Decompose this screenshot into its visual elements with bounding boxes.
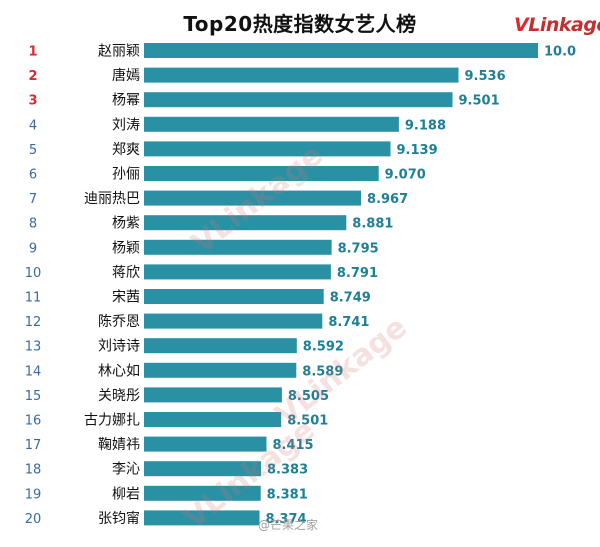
- rank-label: 5: [29, 143, 37, 158]
- value-label: 9.139: [397, 143, 438, 158]
- value-label: 8.791: [337, 266, 378, 281]
- value-label: 8.589: [302, 364, 343, 379]
- rank-label: 18: [25, 463, 42, 478]
- rank-label: 10: [25, 266, 42, 281]
- category-label: 鞠婧祎: [98, 437, 140, 453]
- rank-label: 20: [25, 512, 42, 527]
- category-label: 关晓彤: [98, 388, 140, 404]
- category-label: 杨幂: [112, 93, 140, 109]
- bar: [144, 141, 391, 157]
- value-label: 9.070: [385, 168, 426, 183]
- rank-label: 15: [25, 389, 42, 404]
- category-label: 林心如: [98, 363, 140, 379]
- logo-v: V: [514, 14, 529, 36]
- value-label: 8.967: [367, 192, 408, 207]
- bar: [144, 190, 361, 206]
- bar: [144, 116, 399, 132]
- rank-label: 16: [25, 414, 42, 429]
- value-label: 8.795: [338, 241, 379, 256]
- category-label: 宋茜: [112, 290, 140, 306]
- value-label: 10.0: [544, 45, 576, 60]
- value-label: 8.749: [330, 291, 371, 306]
- bar: [144, 239, 332, 255]
- category-label: 孙俪: [112, 167, 140, 183]
- value-label: 8.505: [288, 389, 329, 404]
- bar: [144, 289, 324, 304]
- category-label: 蒋欣: [112, 265, 140, 281]
- bar: [144, 436, 267, 452]
- bar: [144, 215, 347, 231]
- category-label: 刘涛: [112, 117, 140, 133]
- bar: [144, 338, 297, 354]
- bar: [144, 264, 331, 280]
- rank-label: 17: [25, 438, 42, 453]
- rank-label: 6: [29, 168, 37, 183]
- value-label: 8.415: [272, 438, 313, 453]
- bar: [144, 92, 453, 108]
- value-label: 8.501: [287, 414, 328, 429]
- value-label: 8.881: [352, 217, 393, 232]
- value-label: 8.592: [303, 340, 344, 355]
- category-label: 古力娜扎: [84, 413, 140, 429]
- chart-title: Top20热度指数女艺人榜: [183, 12, 417, 36]
- value-label: 9.501: [459, 94, 500, 109]
- category-label: 柳岩: [112, 485, 140, 502]
- rank-label: 3: [28, 94, 37, 109]
- rank-label: 1: [28, 45, 37, 60]
- value-label: 8.741: [328, 315, 369, 330]
- rank-label: 12: [25, 315, 42, 330]
- bar: [144, 67, 459, 83]
- rank-label: 2: [28, 69, 37, 84]
- bar: [144, 485, 261, 501]
- bar: [144, 362, 297, 378]
- rank-label: 19: [25, 487, 42, 502]
- bar: [144, 387, 282, 403]
- category-label: 赵丽颖: [98, 44, 140, 60]
- value-label: 8.381: [267, 487, 308, 502]
- rank-label: 7: [29, 192, 37, 207]
- rank-label: 9: [29, 241, 37, 256]
- source-credit: @芒果之家: [258, 518, 319, 532]
- bar: [144, 510, 260, 526]
- category-label: 刘诗诗: [98, 339, 140, 355]
- category-label: 张钧甯: [98, 510, 140, 527]
- bar: [144, 412, 282, 427]
- value-label: 9.188: [405, 118, 446, 133]
- bar: [144, 313, 323, 329]
- logo-rest: Linkage: [528, 14, 600, 36]
- vlinkage-logo: VLinkage: [514, 14, 600, 36]
- category-label: 杨颖: [112, 240, 140, 256]
- value-label: 8.383: [267, 463, 308, 478]
- bar: [144, 166, 379, 181]
- value-label: 9.536: [465, 69, 506, 84]
- category-label: 唐嫣: [112, 67, 140, 84]
- category-label: 迪丽热巴: [84, 191, 140, 207]
- bar: [144, 43, 538, 58]
- category-label: 陈乔恩: [98, 313, 140, 330]
- category-label: 李沁: [112, 462, 140, 478]
- value-label: 8.374: [265, 512, 306, 527]
- category-label: 郑爽: [112, 142, 140, 158]
- rank-label: 13: [25, 340, 42, 355]
- category-label: 杨紫: [112, 216, 140, 232]
- rank-label: 14: [25, 364, 42, 379]
- rank-label: 11: [25, 291, 42, 306]
- bar: [144, 461, 261, 477]
- rank-label: 8: [29, 217, 37, 232]
- rank-label: 4: [29, 118, 37, 133]
